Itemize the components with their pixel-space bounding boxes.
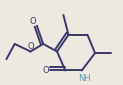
- Text: O: O: [42, 66, 49, 75]
- Text: NH: NH: [78, 74, 91, 83]
- Text: O: O: [30, 17, 37, 26]
- Text: O: O: [28, 42, 34, 51]
